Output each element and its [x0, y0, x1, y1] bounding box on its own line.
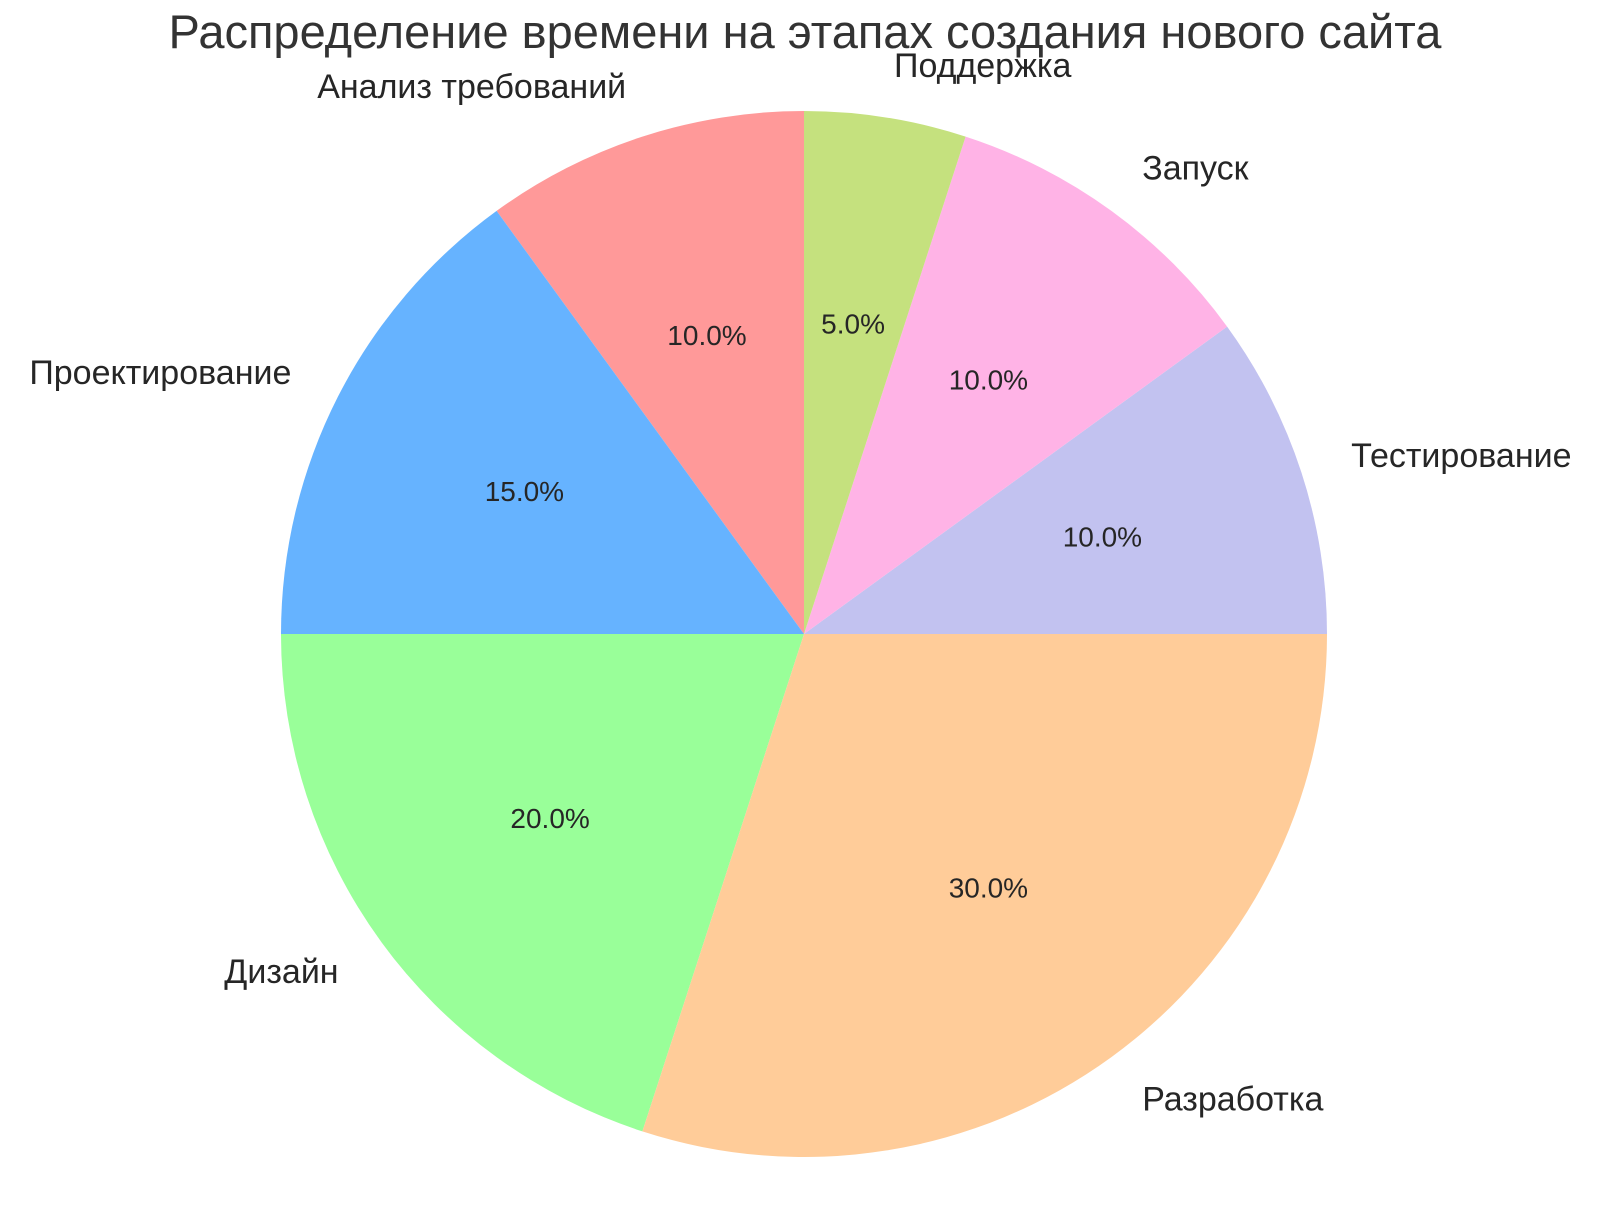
svg-text:Анализ требований: Анализ требований [317, 68, 626, 106]
svg-text:30.0%: 30.0% [949, 872, 1028, 903]
svg-text:Поддержка: Поддержка [894, 47, 1071, 85]
svg-text:Распределение времени на этапа: Распределение времени на этапах создания… [169, 5, 1443, 58]
svg-text:20.0%: 20.0% [510, 803, 589, 834]
svg-text:10.0%: 10.0% [667, 320, 746, 351]
svg-text:10.0%: 10.0% [949, 365, 1028, 396]
svg-text:Запуск: Запуск [1142, 150, 1249, 188]
svg-text:Проектирование: Проектирование [29, 354, 291, 392]
svg-text:Тестирование: Тестирование [1351, 437, 1571, 475]
svg-text:15.0%: 15.0% [485, 476, 564, 507]
svg-text:5.0%: 5.0% [821, 309, 885, 340]
svg-text:10.0%: 10.0% [1063, 522, 1142, 553]
svg-text:Разработка: Разработка [1142, 1080, 1323, 1118]
svg-text:Дизайн: Дизайн [224, 953, 338, 991]
